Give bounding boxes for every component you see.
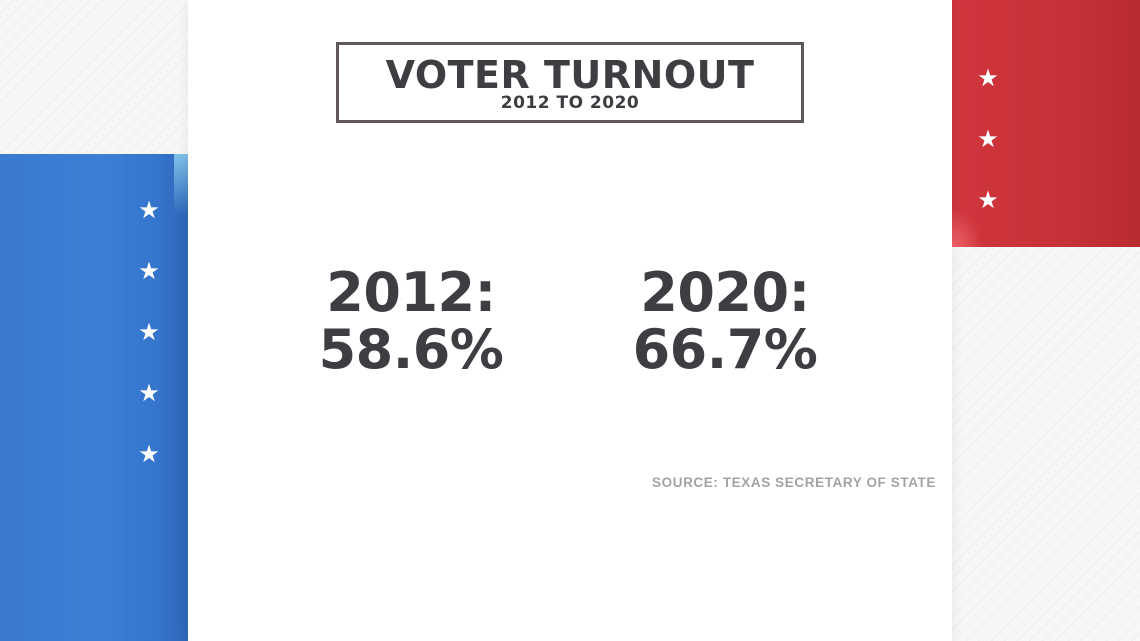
star-icon: ★ xyxy=(138,440,160,468)
star-icon: ★ xyxy=(977,125,999,153)
star-icon: ★ xyxy=(977,64,999,92)
star-icon: ★ xyxy=(977,186,999,214)
stat-value: 66.7% xyxy=(632,318,818,381)
page-title: VOTER TURNOUT xyxy=(385,53,755,97)
left-hatch-background xyxy=(0,0,188,154)
star-icon: ★ xyxy=(138,318,160,346)
title-box: VOTER TURNOUT 2012 TO 2020 xyxy=(336,42,804,123)
stat-year-label: 2020: xyxy=(640,261,810,324)
content-panel xyxy=(188,0,952,641)
stat-year-label: 2012: xyxy=(326,261,496,324)
turnout-stat-2012: 2012: 58.6% xyxy=(286,264,536,378)
red-flag-panel: ★ ★ ★ xyxy=(952,0,1140,247)
turnout-stat-2020: 2020: 66.7% xyxy=(600,264,850,378)
star-icon: ★ xyxy=(138,257,160,285)
blue-flag-panel: ★ ★ ★ ★ ★ xyxy=(0,154,188,641)
star-icon: ★ xyxy=(138,379,160,407)
source-caption: SOURCE: TEXAS SECRETARY OF STATE xyxy=(652,475,936,490)
page-subtitle: 2012 TO 2020 xyxy=(500,93,640,113)
right-hatch-background xyxy=(952,247,1140,641)
star-icon: ★ xyxy=(138,196,160,224)
stat-value: 58.6% xyxy=(318,318,504,381)
